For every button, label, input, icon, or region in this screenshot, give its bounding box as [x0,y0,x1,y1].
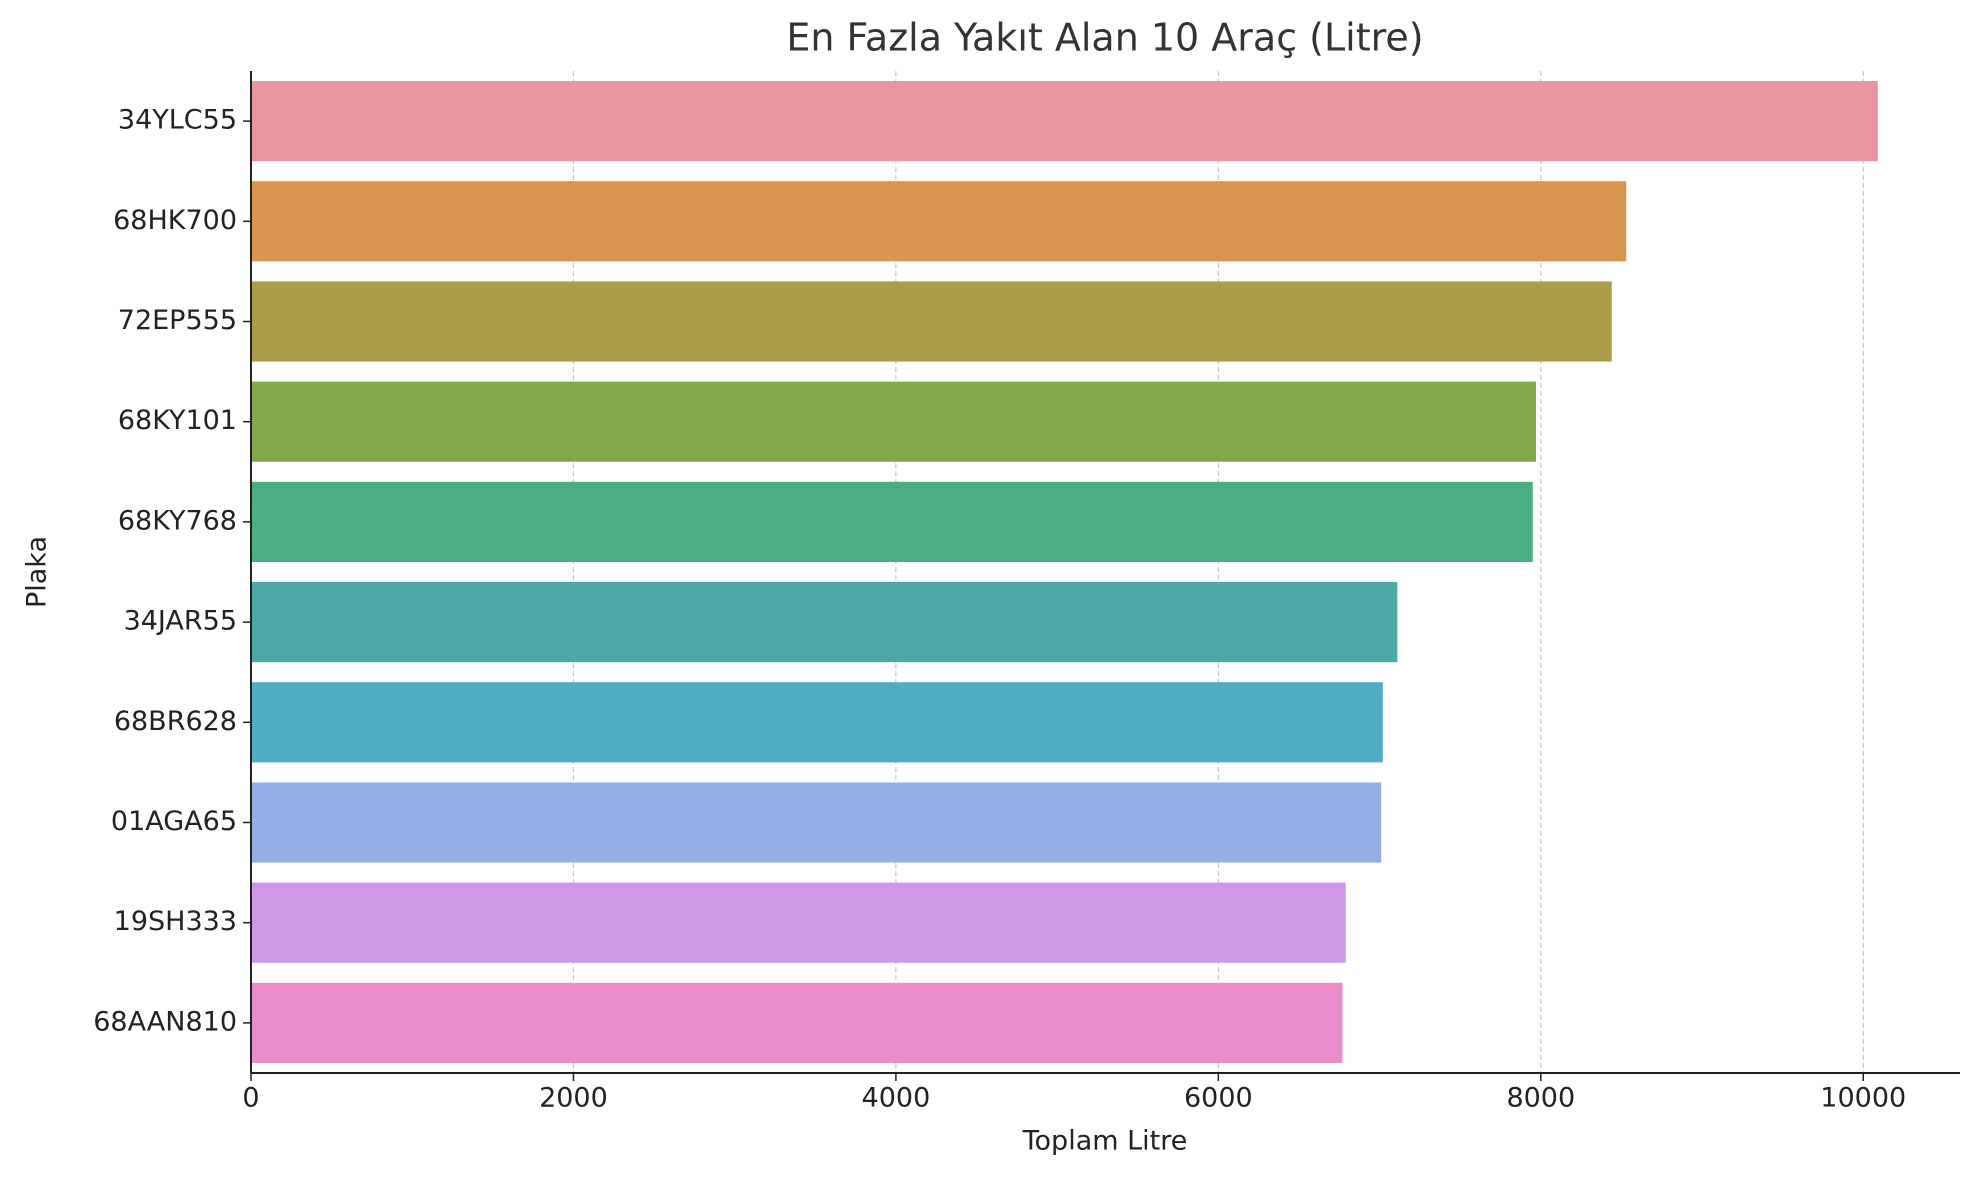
y-tick-label: 68KY101 [118,405,237,436]
y-tick-label: 01AGA65 [111,806,237,837]
x-tick-label: 0 [242,1083,259,1114]
bar [251,481,1533,562]
y-tick-label: 19SH333 [114,906,237,937]
y-tick-label: 68AAN810 [93,1006,237,1037]
chart-title: En Fazla Yakıt Alan 10 Araç (Litre) [786,16,1423,60]
bar [251,882,1346,963]
x-tick-label: 2000 [539,1083,608,1114]
y-tick-label: 68KY768 [118,505,237,536]
x-tick-label: 4000 [862,1083,931,1114]
bar [251,81,1878,162]
y-axis-label: Plaka [22,536,53,608]
bar [251,281,1612,362]
x-axis-label: Toplam Litre [1022,1126,1188,1157]
y-tick-label: 68BR628 [114,706,237,737]
bar [251,982,1343,1063]
y-tick-label: 68HK700 [113,205,237,236]
x-tick-label: 10000 [1820,1083,1906,1114]
bar [251,582,1398,663]
bar [251,682,1383,763]
bar [251,181,1627,262]
y-tick-label: 72EP555 [118,305,237,336]
y-tick-label: 34YLC55 [118,105,237,136]
y-tick-label: 34JAR55 [124,606,237,637]
bar [251,381,1536,462]
x-tick-label: 6000 [1184,1083,1253,1114]
bar [251,782,1382,863]
x-tick-label: 8000 [1506,1083,1575,1114]
